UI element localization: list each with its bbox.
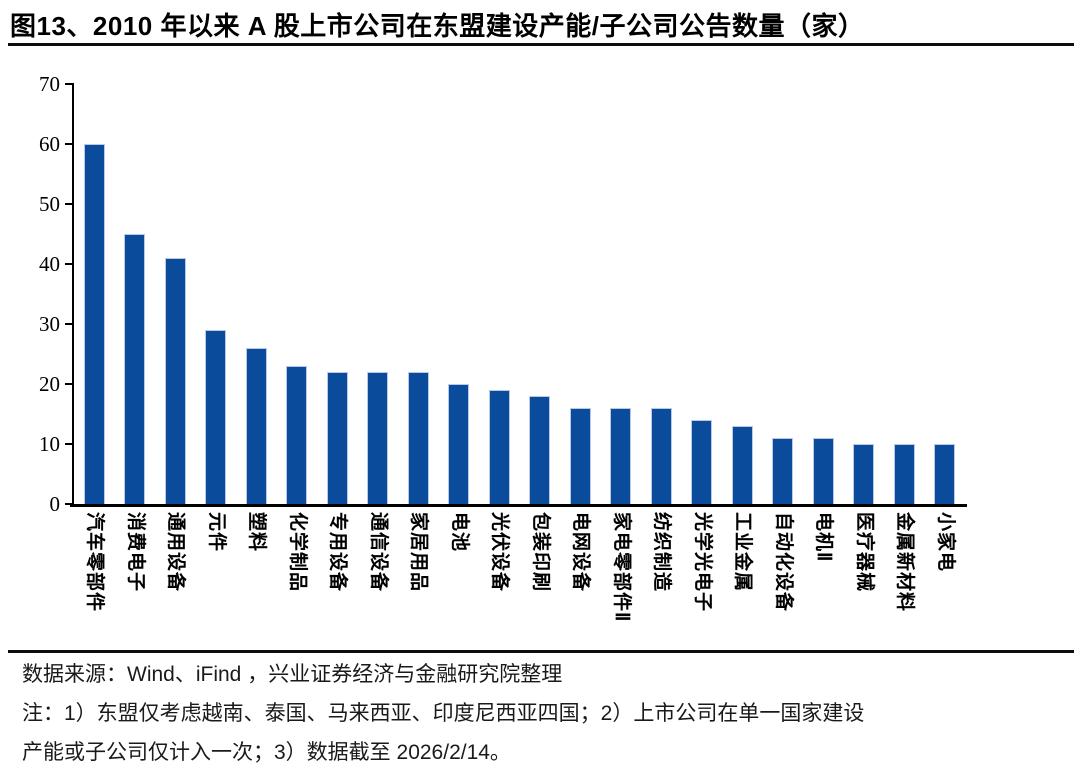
y-tick-label: 50 [39,192,60,216]
y-tick-label: 20 [39,372,60,396]
bar-4 [205,330,227,504]
y-axis-tick [65,323,72,325]
x-tick-label-text: 汽车零部件 [84,512,106,613]
x-tick-label-text: 自动化设备 [772,512,794,613]
x-tick-label-text: 医疗器械 [853,512,875,593]
page-title: 图13、2010 年以来 A 股上市公司在东盟建设产能/子公司公告数量（家） [10,11,865,41]
x-tick-label-text: 小家电 [934,512,956,573]
x-tick-label-text: 光伏设备 [489,512,511,593]
x-tick-label-text: 电网设备 [570,512,592,593]
note-text-line1: 注：1）东盟仅考虑越南、泰国、马来西亚、印度尼西亚四国；2）上市公司在单一国家建… [22,702,865,725]
x-tick-label-text: 专用设备 [327,512,349,593]
y-axis-tick [65,203,72,205]
x-tick-label-text: 塑料 [246,512,268,553]
bar-13 [569,408,591,504]
x-tick-label-text: 家电零部件Ⅱ [610,512,632,623]
bar-22 [934,444,956,504]
y-tick-label: 0 [49,492,61,516]
x-axis-line [70,504,967,507]
y-tick-label: 60 [39,132,60,156]
x-tick-label-text: 纺织制造 [651,512,673,593]
y-axis-line [72,83,74,506]
note-text-line2: 产能或子公司仅计入一次；3）数据截至 2026/2/14。 [22,741,511,764]
x-tick-label-text: 光学光电子 [691,512,713,613]
bar-15 [650,408,672,504]
bar-9 [407,372,429,504]
data-source-text: 数据来源：Wind、iFind ，兴业证券经济与金融研究院整理 [22,663,563,686]
bar-10 [448,384,470,504]
bar-19 [812,438,834,504]
bar-18 [772,438,794,504]
y-axis-tick [65,443,72,445]
bar-21 [893,444,915,504]
y-axis-tick [65,383,72,385]
y-axis-tick [65,263,72,265]
footer-divider [8,650,1074,653]
y-axis-tick [65,503,72,505]
footer: 数据来源：Wind、iFind ，兴业证券经济与金融研究院整理 注：1）东盟仅考… [22,655,1062,772]
x-tick-label-text: 化学制品 [286,512,308,593]
x-tick-label-text: 电池 [448,512,470,553]
bar-1 [83,144,105,504]
x-tick-label-text: 金属新材料 [894,512,916,613]
x-tick-label-text: 消费电子 [124,512,146,593]
bar-chart: 0 10 20 30 40 50 60 70 汽车零部件 消费电子 通用设备 元件 塑料 化学制品 专用设备… [0,46,1080,650]
x-tick-label-text: 家居用品 [408,512,430,593]
bar-16 [691,420,713,504]
y-axis-tick [65,143,72,145]
bar-12 [529,396,551,504]
bar-3 [164,258,186,504]
x-tick-label-text: 通用设备 [165,512,187,593]
x-tick-label-text: 通信设备 [367,512,389,593]
bar-20 [853,444,875,504]
bar-8 [367,372,389,504]
title-divider [8,43,1074,46]
bar-17 [731,426,753,504]
y-tick-label: 40 [39,252,60,276]
y-tick-label: 10 [39,432,60,456]
x-tick-label-text: 包装印刷 [529,512,551,593]
bar-6 [286,366,308,504]
bar-2 [124,234,146,504]
y-axis-tick [65,83,72,85]
x-tick-label-text: 工业金属 [732,512,754,593]
y-tick-label: 70 [39,72,60,96]
bar-11 [488,390,510,504]
bar-5 [245,348,267,504]
y-tick-label: 30 [39,312,60,336]
bar-14 [610,408,632,504]
bar-7 [326,372,348,504]
x-tick-label-text: 元件 [205,512,227,553]
x-tick-label-text: 电机Ⅱ [813,512,835,563]
